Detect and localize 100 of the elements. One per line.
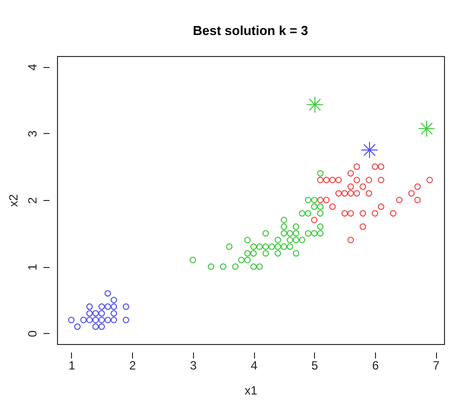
point xyxy=(329,176,336,184)
x-tick-label: 2 xyxy=(129,358,136,372)
point xyxy=(256,263,263,270)
y-axis-title: x2 xyxy=(6,194,20,207)
point xyxy=(244,256,251,264)
point xyxy=(341,190,348,197)
point xyxy=(104,316,112,324)
point xyxy=(354,176,360,184)
point xyxy=(190,256,196,264)
point xyxy=(372,163,378,170)
chart-title: Best solution k = 3 xyxy=(192,23,308,38)
point xyxy=(86,303,93,310)
point xyxy=(341,210,348,217)
point xyxy=(86,310,93,317)
point xyxy=(317,170,324,177)
point xyxy=(92,323,99,330)
point xyxy=(286,230,294,237)
point xyxy=(262,250,269,257)
point xyxy=(354,190,360,197)
y-tick-label: 4 xyxy=(26,64,40,71)
y-tick-label: 1 xyxy=(26,264,40,271)
point xyxy=(335,190,342,197)
point xyxy=(98,310,105,317)
point xyxy=(311,196,318,204)
point xyxy=(98,323,105,330)
point xyxy=(311,203,318,210)
point xyxy=(220,263,226,270)
point xyxy=(329,203,336,210)
point xyxy=(292,230,300,237)
point xyxy=(68,316,75,324)
point xyxy=(304,196,312,204)
point xyxy=(414,183,421,190)
point xyxy=(256,243,263,250)
point xyxy=(98,303,105,310)
point xyxy=(366,176,372,184)
point xyxy=(280,230,288,237)
point xyxy=(292,236,300,244)
point xyxy=(274,236,282,244)
point xyxy=(408,190,415,197)
point xyxy=(347,170,354,177)
point xyxy=(390,210,396,217)
point xyxy=(335,176,342,184)
point xyxy=(298,236,306,244)
point xyxy=(323,196,330,204)
point xyxy=(306,96,324,114)
y-tick-label: 3 xyxy=(26,130,40,138)
point xyxy=(317,176,324,184)
point xyxy=(250,263,257,270)
point xyxy=(378,203,384,210)
x-tick-label: 1 xyxy=(68,358,76,372)
y-tick-label: 0 xyxy=(26,330,40,338)
point xyxy=(268,243,275,250)
point xyxy=(232,263,239,270)
point xyxy=(280,216,288,224)
point xyxy=(92,316,99,324)
point xyxy=(238,256,245,264)
point xyxy=(311,216,318,224)
point xyxy=(317,203,324,210)
point xyxy=(426,176,433,184)
point xyxy=(80,316,87,324)
point xyxy=(298,210,306,217)
point xyxy=(323,176,330,184)
point xyxy=(418,120,436,138)
point xyxy=(366,190,372,197)
x-tick-label: 6 xyxy=(372,358,380,372)
point xyxy=(98,316,105,324)
point xyxy=(347,190,354,197)
point xyxy=(347,236,354,244)
point xyxy=(354,163,360,170)
point xyxy=(122,316,130,324)
point xyxy=(378,176,384,184)
x-tick-label: 4 xyxy=(250,358,258,372)
point xyxy=(208,263,214,270)
point xyxy=(104,290,112,297)
point xyxy=(280,243,288,250)
point xyxy=(372,210,378,217)
point xyxy=(250,243,257,250)
point xyxy=(110,310,118,317)
point xyxy=(317,230,324,237)
point xyxy=(274,250,282,257)
point xyxy=(262,243,269,250)
point xyxy=(274,243,282,250)
point xyxy=(250,250,257,257)
x-tick-label: 5 xyxy=(311,358,318,372)
point xyxy=(110,296,118,304)
point xyxy=(292,250,300,257)
x-axis-title: x1 xyxy=(244,384,258,398)
point xyxy=(396,196,403,204)
point xyxy=(92,310,99,317)
point xyxy=(286,243,294,250)
point xyxy=(280,223,288,230)
point xyxy=(110,303,118,310)
point xyxy=(360,210,366,217)
point xyxy=(304,210,312,217)
point xyxy=(122,303,130,310)
point xyxy=(292,223,300,230)
point xyxy=(304,230,312,237)
point xyxy=(311,230,318,237)
point xyxy=(74,323,81,330)
point xyxy=(262,230,269,237)
